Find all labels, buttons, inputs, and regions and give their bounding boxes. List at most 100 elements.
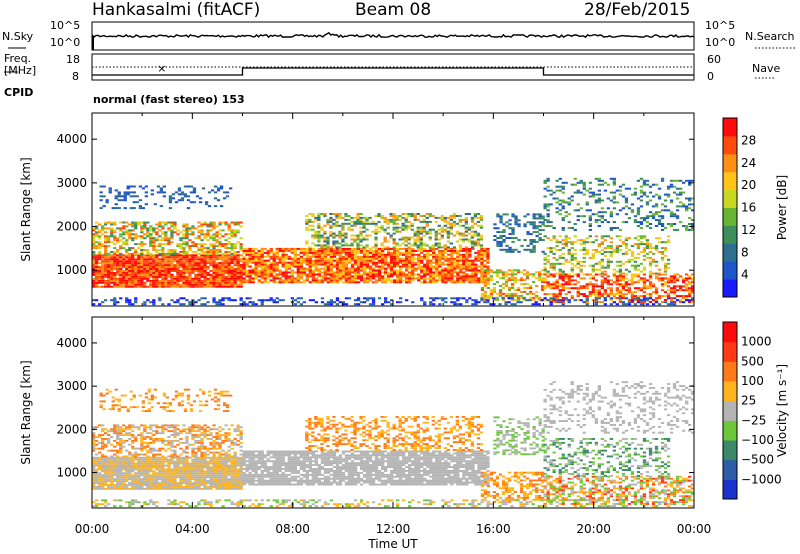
heatmap-cell <box>612 183 616 186</box>
heatmap-cell <box>143 243 147 246</box>
heatmap-cell <box>134 254 138 257</box>
heatmap-cell <box>393 261 397 264</box>
heatmap-cell <box>128 268 132 270</box>
heatmap-cell <box>323 279 328 282</box>
heatmap-cell <box>305 240 309 243</box>
heatmap-cell <box>350 238 354 241</box>
heatmap-cell <box>183 195 188 198</box>
heatmap-cell <box>335 271 340 274</box>
heatmap-cell <box>356 218 360 221</box>
heatmap-cell <box>164 266 168 268</box>
heatmap-cell <box>101 285 105 288</box>
heatmap-cell <box>685 287 689 290</box>
heatmap-cell <box>627 287 632 290</box>
heatmap-cell <box>362 257 367 260</box>
heatmap-cell <box>221 254 225 257</box>
heatmap-cell <box>392 215 396 217</box>
heatmap-cell <box>167 260 171 263</box>
heatmap-cell <box>546 272 550 275</box>
heatmap-cell <box>384 257 388 260</box>
heatmap-cell <box>140 258 144 261</box>
heatmap-cell <box>212 258 216 261</box>
heatmap-cell <box>125 233 129 236</box>
heatmap-cell <box>474 263 478 266</box>
heatmap-cell <box>338 267 343 270</box>
heatmap-cell <box>549 301 553 304</box>
heatmap-cell <box>543 252 547 255</box>
colorbar-swatch <box>723 243 737 262</box>
heatmap-cell <box>685 179 689 182</box>
heatmap-cell <box>633 191 638 194</box>
heatmap-cell <box>467 228 471 231</box>
heatmap-cell <box>398 218 402 221</box>
heatmap-cell <box>600 281 604 284</box>
heatmap-cell <box>529 223 533 226</box>
heatmap-cell <box>425 230 429 233</box>
heatmap-cell <box>113 239 117 242</box>
heatmap-cell <box>308 273 312 276</box>
heatmap-cell <box>149 273 153 276</box>
heatmap-cell <box>332 249 337 252</box>
heatmap-cell <box>666 193 671 196</box>
heatmap-cell <box>182 260 186 263</box>
heatmap-cell <box>92 256 96 259</box>
heatmap-cell <box>125 270 129 272</box>
heatmap-cell <box>158 260 162 263</box>
heatmap-cell <box>197 256 201 259</box>
heatmap-cell <box>158 262 162 265</box>
heatmap-cell <box>371 230 375 233</box>
heatmap-cell <box>516 271 521 274</box>
heatmap-cell <box>158 239 162 242</box>
heatmap-cell <box>260 271 264 274</box>
heatmap-cell <box>462 259 466 262</box>
heatmap-cell <box>164 271 168 274</box>
heatmap-cell <box>648 211 653 214</box>
heatmap-cell <box>356 277 361 280</box>
heatmap-cell <box>420 257 424 260</box>
heatmap-cell <box>591 193 595 196</box>
heatmap-cell <box>95 486 99 488</box>
heatmap-cell <box>167 264 171 267</box>
heatmap-cell <box>122 266 126 268</box>
heatmap-cell <box>399 273 403 276</box>
heatmap-cell <box>597 179 601 182</box>
heatmap-cell <box>467 232 471 235</box>
heatmap-cell <box>180 193 185 196</box>
heatmap-cell <box>390 281 394 284</box>
heatmap-cell <box>167 283 171 286</box>
heatmap-cell <box>236 256 240 259</box>
heatmap-cell <box>173 251 177 253</box>
heatmap-cell <box>146 252 150 255</box>
heatmap-cell <box>532 225 536 228</box>
heatmap-cell <box>98 256 102 259</box>
heatmap-cell <box>444 275 448 278</box>
heatmap-cell <box>110 260 114 263</box>
heatmap-cell <box>618 185 623 188</box>
heatmap-cell <box>224 275 228 278</box>
heatmap-cell <box>486 294 491 297</box>
heatmap-cell <box>468 269 472 272</box>
heatmap-cell <box>618 260 623 263</box>
heatmap-cell <box>510 298 515 301</box>
heatmap-cell <box>552 297 556 300</box>
heatmap-cell <box>98 270 102 272</box>
heatmap-cell <box>467 213 471 215</box>
heatmap-cell <box>104 237 108 240</box>
heatmap-cell <box>92 460 96 463</box>
heatmap-cell <box>532 217 536 220</box>
heatmap-cell <box>194 275 198 278</box>
heatmap-cell <box>630 193 635 196</box>
heatmap-cell <box>627 217 632 220</box>
heatmap-cell <box>685 297 689 299</box>
heatmap-cell <box>104 487 108 490</box>
heatmap-cell <box>609 213 613 216</box>
heatmap-cell <box>305 247 309 250</box>
heatmap-cell <box>407 220 411 223</box>
heatmap-cell <box>179 245 183 248</box>
heatmap-cell <box>432 279 436 282</box>
heatmap-cell <box>591 191 595 194</box>
heatmap-cell <box>663 247 668 250</box>
heatmap-cell <box>555 258 559 261</box>
noise-sky-series <box>91 31 695 39</box>
heatmap-cell <box>167 275 171 278</box>
